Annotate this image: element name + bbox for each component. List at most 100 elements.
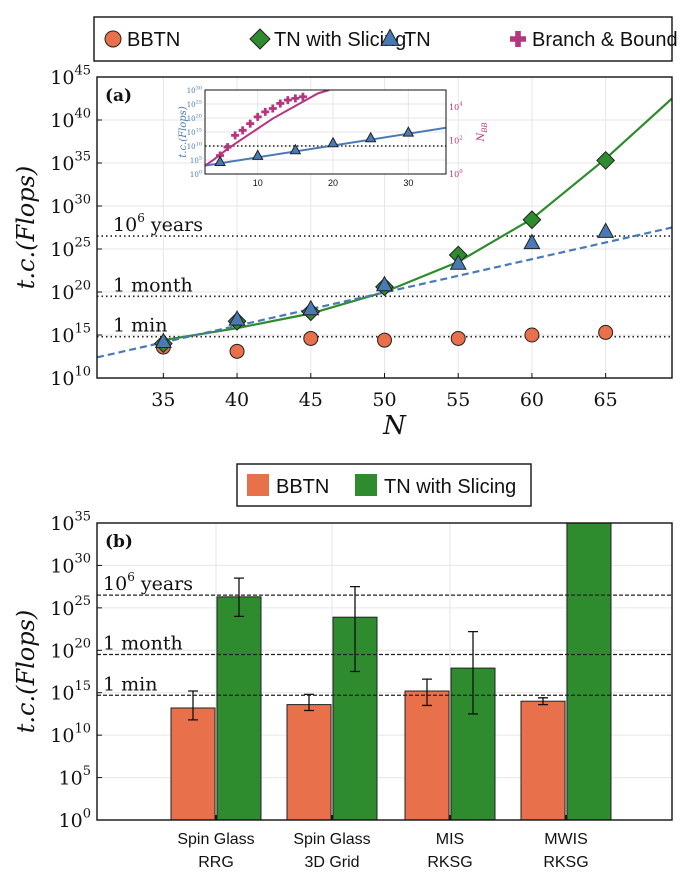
legend-label: TN xyxy=(404,29,431,51)
y-tick-label: 1015 xyxy=(50,321,91,347)
error-bar xyxy=(350,585,360,673)
legend-marker xyxy=(380,28,400,46)
inset-tn-point xyxy=(289,143,302,155)
inset-bb-point xyxy=(246,119,255,128)
inset-tn-point xyxy=(251,149,264,160)
data-point xyxy=(228,310,246,326)
axes-frame xyxy=(96,522,673,821)
bar xyxy=(170,707,216,820)
inset-tn-point xyxy=(402,126,415,137)
legend-label: TN with Slicing xyxy=(274,29,406,51)
inset-left-axis-label: t.c.(Flops) xyxy=(178,106,189,158)
y-tick-label: 1010 xyxy=(50,721,91,747)
data-point xyxy=(377,332,392,348)
inset-bb-point xyxy=(283,96,292,105)
inset-bb-point xyxy=(253,112,262,121)
inset-frame xyxy=(204,89,447,175)
legend-label: Branch & Bound xyxy=(532,29,678,51)
y-axis-label: t.c.(Flops) xyxy=(12,166,40,290)
data-point xyxy=(522,210,542,230)
y-tick-label: 105 xyxy=(59,764,91,790)
inset-left-tick-label: 105 xyxy=(190,155,202,165)
inset-x-tick-label: 10 xyxy=(253,178,263,188)
inset-x-tick-label: 20 xyxy=(328,178,338,188)
data-point xyxy=(449,254,467,270)
legend-box xyxy=(236,463,532,507)
y-tick-label: 1030 xyxy=(50,552,91,578)
x-tick-label: 45 xyxy=(299,389,323,411)
inset-left-tick-label: 1025 xyxy=(187,99,202,109)
category-label: Spin Glass xyxy=(177,831,254,848)
inset-x-tick-label: 30 xyxy=(403,178,413,188)
category-label: MIS xyxy=(436,831,464,848)
y-tick-label: 1025 xyxy=(50,235,91,261)
data-point xyxy=(597,222,615,238)
y-tick-label: 1020 xyxy=(50,637,91,663)
fit-line xyxy=(163,97,672,342)
reference-line-label: 1 min xyxy=(103,673,157,695)
category-label: RKSG xyxy=(427,854,472,871)
inset-bb-point xyxy=(291,94,300,103)
x-tick-label: 35 xyxy=(151,389,175,411)
legend-label: BBTN xyxy=(127,29,180,51)
error-bar xyxy=(422,678,432,707)
inset-right-tick-label: 100 xyxy=(449,169,463,179)
panel-label: (b) xyxy=(105,532,133,552)
category-label: RRG xyxy=(198,854,234,871)
inset-tn-point xyxy=(327,136,339,148)
y-tick-label: 1035 xyxy=(50,149,91,175)
x-tick-label: 40 xyxy=(225,389,249,411)
category-label: Spin Glass xyxy=(293,831,370,848)
bar xyxy=(286,704,332,820)
category-label: 3D Grid xyxy=(304,854,359,871)
x-tick-label: 50 xyxy=(372,389,396,411)
legend-swatch xyxy=(247,474,269,496)
inset-left-tick-label: 100 xyxy=(190,169,202,179)
legend-marker xyxy=(510,31,526,47)
x-tick-label: 55 xyxy=(446,389,470,411)
error-bar xyxy=(468,630,478,715)
y-tick-label: 1015 xyxy=(50,679,91,705)
inset-left-tick-label: 1020 xyxy=(187,113,202,123)
legend-swatch xyxy=(355,474,377,496)
data-point xyxy=(154,332,172,348)
data-point xyxy=(450,330,466,346)
x-tick-label: 60 xyxy=(520,389,544,411)
inset-left-tick-label: 1030 xyxy=(187,85,202,95)
reference-line-label: 1 min xyxy=(113,315,167,337)
reference-line-label: 1 month xyxy=(113,274,193,296)
data-point xyxy=(229,343,245,359)
y-tick-label: 1045 xyxy=(50,63,91,89)
inset-left-tick-label: 1010 xyxy=(187,141,202,151)
bar xyxy=(404,690,450,820)
bar xyxy=(216,596,262,820)
y-tick-label: 1020 xyxy=(50,278,91,304)
data-point xyxy=(598,324,614,340)
data-point xyxy=(303,330,319,346)
panel-b: 106 years 1 month 1 min 100 105 1010 1015 1020 1… xyxy=(12,509,673,871)
category-label: RKSG xyxy=(543,854,588,871)
y-tick-label: 1040 xyxy=(50,106,91,132)
reference-line-label: 106 years xyxy=(103,570,193,595)
inset-right-axis-label: NBB xyxy=(476,122,489,142)
inset-bb-point xyxy=(223,143,232,152)
legend-label: TN with Slicing xyxy=(384,476,516,498)
inset-tn-point xyxy=(364,131,377,143)
y-tick-label: 100 xyxy=(59,806,91,832)
inset: 10 20 301001051010101510201025103010010210… xyxy=(178,85,489,188)
inset-tn-point xyxy=(214,155,226,167)
inset-right-tick-label: 104 xyxy=(449,102,463,112)
bars xyxy=(170,523,612,820)
bar xyxy=(520,700,566,820)
inset-right-tick-label: 102 xyxy=(449,135,463,145)
error-bar xyxy=(234,577,244,617)
data-point xyxy=(596,150,616,170)
inset-bb-point xyxy=(231,131,240,140)
legend-marker xyxy=(104,30,122,48)
x-tick-label: 65 xyxy=(594,389,618,411)
legend-marker xyxy=(249,28,271,50)
y-tick-label: 1010 xyxy=(50,364,91,390)
y-tick-label: 1035 xyxy=(50,509,91,535)
inset-bb-point xyxy=(298,92,307,101)
